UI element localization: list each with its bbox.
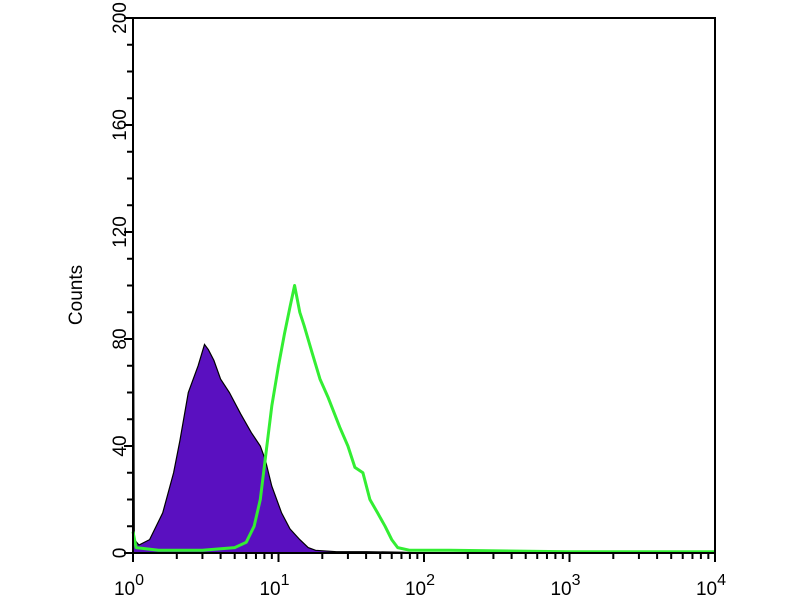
x-tick-label: 102 xyxy=(405,572,435,600)
x-tick-label: 101 xyxy=(259,572,289,600)
x-tick-label: 103 xyxy=(550,572,580,600)
filled-histogram-series xyxy=(132,157,425,554)
y-axis-label: Counts xyxy=(66,265,87,325)
x-tick-label: 100 xyxy=(114,572,144,600)
y-tick-label: 120 xyxy=(110,216,131,248)
line-histogram-series xyxy=(131,284,715,554)
y-tick-label: 200 xyxy=(110,2,131,34)
y-tick-label: 0 xyxy=(110,548,131,559)
y-tick-label: 80 xyxy=(110,328,131,349)
y-tick-label: 40 xyxy=(110,435,131,456)
y-tick-label: 160 xyxy=(110,109,131,141)
x-tick-label: 104 xyxy=(696,572,726,600)
